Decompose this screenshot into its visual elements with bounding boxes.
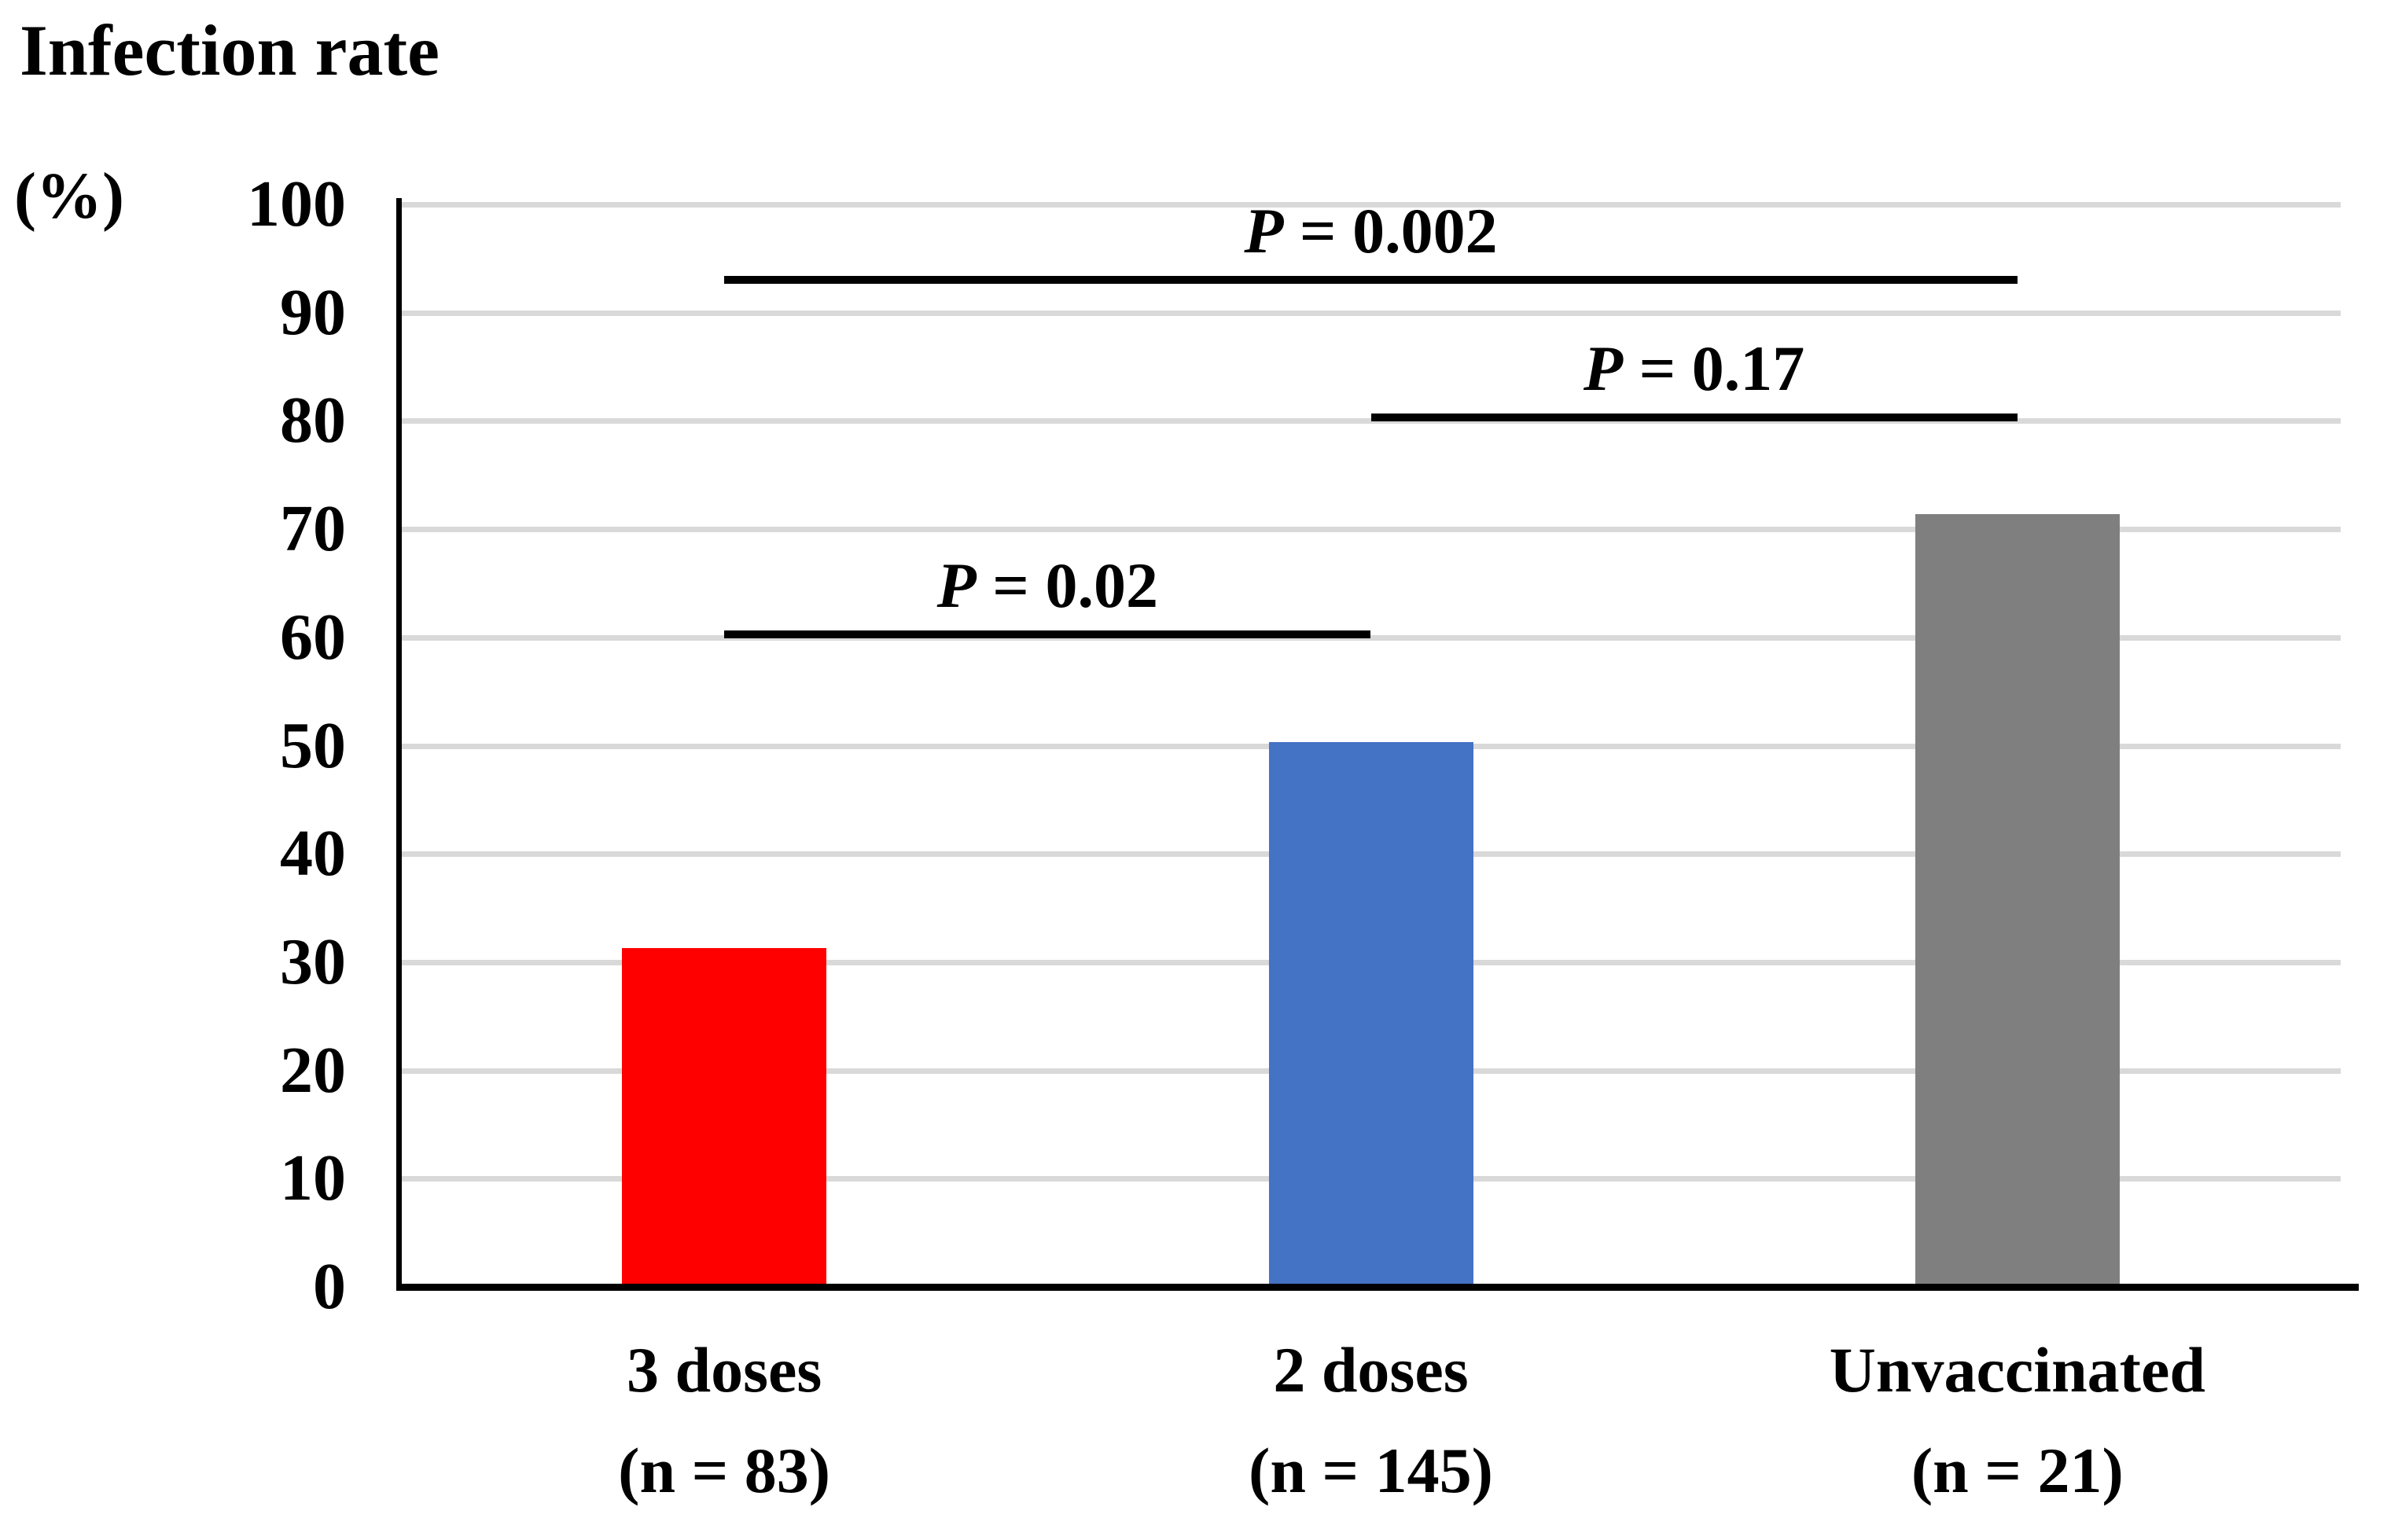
gridline-100: [401, 202, 2341, 208]
category-label-2-line1: 2 doses: [1273, 1334, 1469, 1406]
gridline-60: [401, 634, 2341, 641]
y-tick-label-60: 60: [280, 600, 346, 674]
chart-title: Infection rate: [20, 10, 440, 90]
category-label-2-line2: (n = 145): [1249, 1435, 1493, 1506]
significance-label-1: P = 0.002: [1244, 195, 1498, 267]
significance-line-1: [724, 276, 2018, 285]
category-label-1-line2: (n = 83): [618, 1435, 831, 1506]
category-label-1-line1: 3 doses: [626, 1334, 822, 1406]
y-tick-label-70: 70: [280, 492, 346, 566]
x-axis-line: [396, 1284, 2359, 1291]
y-tick-label-20: 20: [280, 1033, 346, 1107]
gridline-90: [401, 310, 2341, 316]
y-tick-label-40: 40: [280, 817, 346, 891]
significance-label-3: P = 0.02: [936, 549, 1158, 621]
gridline-70: [401, 527, 2341, 533]
y-tick-label-90: 90: [280, 275, 346, 349]
y-tick-label-0: 0: [313, 1250, 346, 1323]
category-label-3-line1: Unvaccinated: [1829, 1334, 2205, 1406]
y-tick-label-80: 80: [280, 384, 346, 458]
significance-line-2: [1370, 413, 2018, 422]
y-tick-label-30: 30: [280, 924, 346, 998]
y-tick-label-100: 100: [247, 167, 346, 241]
significance-line-3: [724, 630, 1371, 638]
category-label-3-line2: (n = 21): [1911, 1435, 2124, 1506]
y-tick-label-10: 10: [280, 1141, 346, 1215]
y-tick-label-50: 50: [280, 708, 346, 782]
y-axis-line: [396, 198, 402, 1290]
significance-label-2: P = 0.17: [1583, 333, 1805, 405]
y-axis-unit-label: (%): [14, 160, 124, 233]
bar-unvaccinated: [1915, 513, 2120, 1287]
bar-3-doses: [622, 947, 827, 1287]
bar-2-doses: [1268, 742, 1473, 1287]
